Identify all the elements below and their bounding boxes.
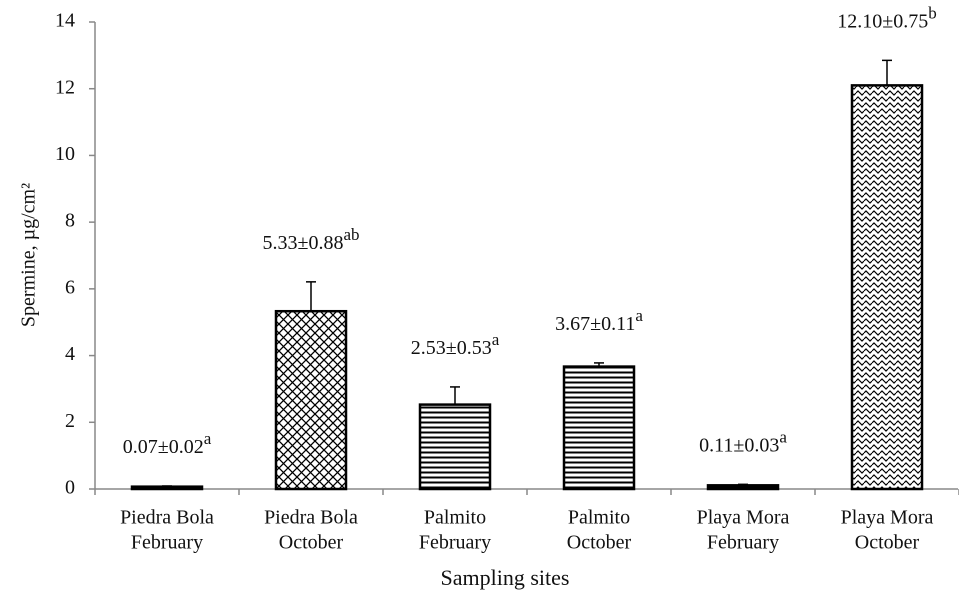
value-label-text: 2.53±0.53 [411, 337, 492, 359]
value-label-text: 5.33±0.88 [262, 231, 343, 253]
x-tick-label: Playa Mora [841, 507, 934, 529]
x-tick-label: October [567, 532, 632, 554]
value-label-text: 3.67±0.11 [555, 313, 635, 335]
y-tick-label: 14 [55, 10, 75, 32]
significance-letter: ab [343, 225, 359, 244]
x-tick-label: Piedra Bola [120, 507, 214, 529]
x-tick-label: February [419, 532, 491, 554]
value-label: 2.53±0.53a [411, 330, 500, 359]
x-tick-label: Playa Mora [697, 507, 790, 529]
y-tick-label: 8 [65, 210, 75, 232]
significance-letter: a [779, 427, 787, 446]
y-tick-label: 0 [65, 477, 75, 499]
x-axis-title: Sampling sites [441, 565, 570, 590]
y-tick-label: 10 [55, 143, 75, 165]
y-tick-label: 12 [55, 76, 75, 98]
y-axis-title: Spermine, µg/cm² [18, 183, 40, 327]
x-tick-label: October [279, 532, 344, 554]
bar [850, 84, 924, 491]
significance-letter: a [635, 306, 643, 325]
y-tick-label: 6 [65, 276, 75, 298]
x-tick-label: Palmito [568, 507, 630, 529]
x-tick-label: February [131, 532, 203, 554]
significance-letter: a [204, 429, 212, 448]
significance-letter: a [492, 330, 500, 349]
value-label: 0.07±0.02a [123, 429, 212, 458]
x-tick-label: Piedra Bola [264, 507, 358, 529]
bar [418, 403, 492, 491]
y-tick-label: 4 [65, 343, 75, 365]
x-tick-label: Palmito [424, 507, 486, 529]
value-label-text: 0.07±0.02 [123, 436, 204, 458]
value-label: 5.33±0.88ab [262, 225, 359, 254]
value-label: 12.10±0.75b [837, 3, 936, 32]
significance-letter: b [928, 3, 937, 22]
bar [706, 484, 780, 491]
y-tick-label: 2 [65, 410, 75, 432]
bar [562, 365, 636, 491]
value-label: 0.11±0.03a [699, 427, 787, 456]
bar [130, 485, 204, 491]
bar [274, 309, 348, 491]
x-tick-label: February [707, 532, 779, 554]
value-label-text: 0.11±0.03 [699, 434, 779, 456]
value-label: 3.67±0.11a [555, 306, 643, 335]
value-label-text: 12.10±0.75 [837, 10, 928, 32]
x-tick-label: October [855, 532, 920, 554]
